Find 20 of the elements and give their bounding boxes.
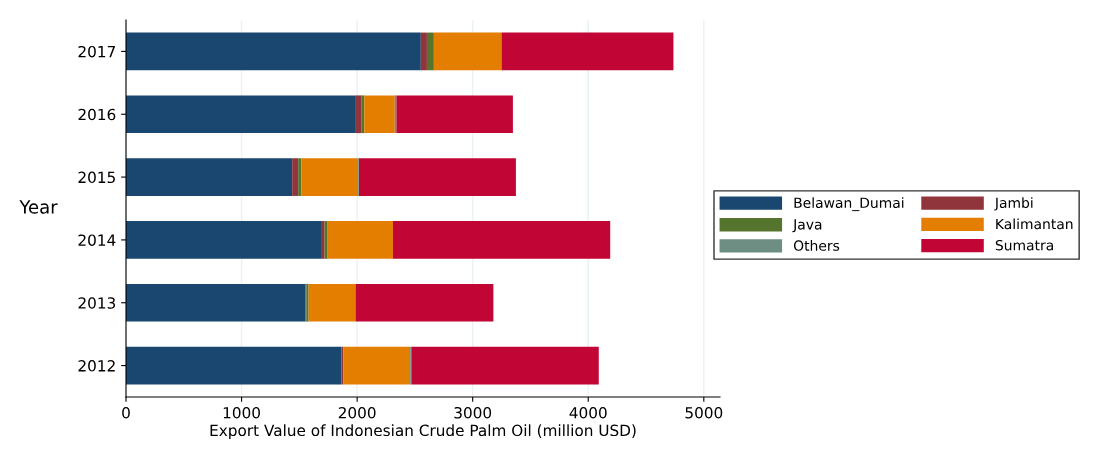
legend-label: Jambi <box>994 197 1033 211</box>
y-axis-title: Year <box>19 200 58 214</box>
y-tick-label: 2012 <box>78 360 115 372</box>
y-tick-label: 2013 <box>78 297 116 309</box>
x-tick-label: 1000 <box>223 406 260 419</box>
legend-label: Belawan_Dumai <box>794 197 904 212</box>
legend-label: Sumatra <box>995 239 1053 251</box>
legend-label: Others <box>793 240 840 251</box>
y-tick-label: 2014 <box>78 234 116 246</box>
legend-label: Kalimantan <box>996 218 1073 230</box>
x-tick-label: 4000 <box>569 406 607 419</box>
x-tick-label: 3000 <box>454 406 492 419</box>
y-tick-label: 2015 <box>78 171 115 184</box>
y-tick-label: 2017 <box>78 45 115 58</box>
x-axis-title: Export Value of Indonesian Crude Palm Oil (million USD) <box>210 424 636 440</box>
x-tick-label: 2000 <box>338 406 376 419</box>
y-tick-label: 2016 <box>78 108 116 121</box>
x-tick-label: 0 <box>122 406 130 419</box>
x-tick-label: 5000 <box>685 406 723 419</box>
legend-label: Java <box>792 219 822 233</box>
